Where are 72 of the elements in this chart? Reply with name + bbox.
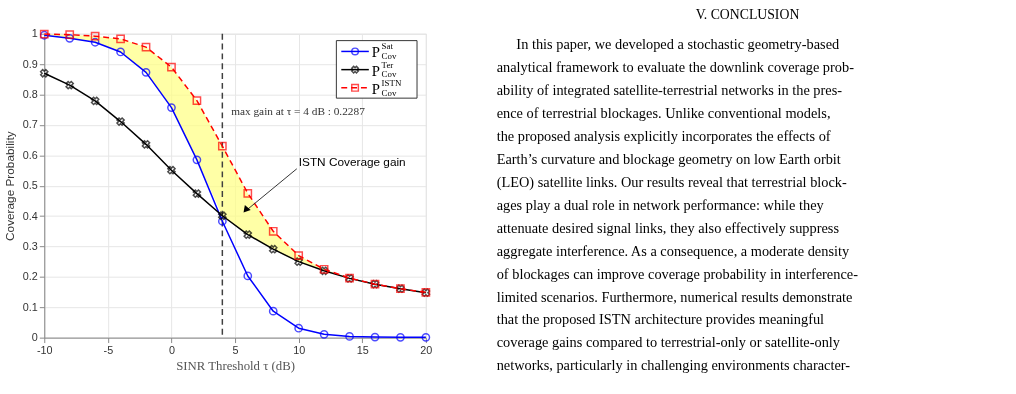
point bbox=[421, 332, 431, 342]
text: that the proposed ISTN architecture provides meaningful bbox=[496, 311, 825, 328]
text: ages play a dual role in network performance: while they bbox=[496, 196, 825, 213]
point bbox=[243, 230, 253, 239]
text: In this paper, we developed a stochastic geometry-based bbox=[516, 36, 840, 53]
y-tick-label: 0.6 bbox=[22, 148, 38, 161]
point bbox=[141, 140, 151, 149]
text: analytical framework to evaluate the downlink coverage prob- bbox=[496, 59, 855, 76]
x-tick-label: 20 bbox=[420, 343, 433, 356]
text: limited scenarios. Furthermore, numerical results demonstrate bbox=[496, 288, 853, 305]
x-tick-label: 0 bbox=[168, 343, 175, 356]
point bbox=[192, 155, 202, 165]
x-tick-label: 10 bbox=[293, 343, 306, 356]
text: V. CONCLUSION bbox=[695, 6, 800, 22]
text: ence of terrestrial blockages. Unlike conventional models, bbox=[496, 105, 831, 122]
y-tick-label: 0.7 bbox=[22, 118, 38, 131]
point bbox=[65, 80, 75, 90]
point bbox=[294, 257, 304, 267]
y-tick-label: 0.1 bbox=[22, 300, 38, 313]
text: the proposed analysis explicitly incorporates the effects of bbox=[496, 128, 831, 145]
point bbox=[167, 103, 176, 112]
text: coverage gains compared to terrestrial-only or satellite-only bbox=[496, 334, 841, 351]
x-axis-title: SINR Threshold τ (dB) bbox=[176, 358, 295, 373]
text: networks, particularly in challenging environments character- bbox=[496, 357, 851, 374]
y-tick-label: 0.8 bbox=[22, 87, 38, 100]
point bbox=[116, 47, 125, 57]
y-tick-label: 0.9 bbox=[22, 57, 38, 70]
point bbox=[268, 244, 278, 254]
point bbox=[39, 68, 49, 78]
point bbox=[141, 42, 151, 52]
y-tick-label: 0.4 bbox=[22, 209, 38, 222]
point bbox=[396, 332, 405, 342]
point bbox=[243, 188, 253, 198]
text: (LEO) satellite links. Our results reveal that terrestrial block- bbox=[496, 173, 848, 191]
point bbox=[141, 67, 151, 77]
text: Earth’s curvature and blockage geometry on low Earth orbit bbox=[496, 151, 841, 168]
point bbox=[268, 306, 278, 316]
point bbox=[116, 34, 125, 44]
point bbox=[319, 329, 329, 339]
point bbox=[217, 141, 227, 151]
point bbox=[116, 117, 125, 126]
x-tick-label: 5 bbox=[232, 343, 239, 356]
point bbox=[294, 323, 304, 333]
point bbox=[90, 31, 100, 41]
y-tick-label: 0.2 bbox=[22, 270, 38, 283]
point bbox=[268, 226, 278, 236]
point bbox=[167, 165, 176, 175]
x-tick-label: -10 bbox=[36, 343, 53, 356]
text: ability of integrated satellite-terrestrial networks in the pres- bbox=[496, 82, 843, 99]
point bbox=[192, 96, 202, 105]
point bbox=[345, 332, 354, 341]
y-tick-label: 0.5 bbox=[22, 179, 38, 192]
point bbox=[192, 189, 202, 198]
point bbox=[218, 211, 227, 221]
point bbox=[370, 332, 380, 342]
text: of blockages can improve coverage probability in interference- bbox=[496, 265, 859, 282]
point bbox=[90, 96, 100, 106]
x-tick-label: 15 bbox=[356, 343, 369, 356]
point bbox=[243, 271, 253, 281]
point bbox=[217, 216, 227, 226]
text: aggregate interference. As a consequence, a moderate density bbox=[496, 242, 850, 259]
annotation: ISTN Coverage gain bbox=[298, 154, 406, 169]
y-tick-label: 0 bbox=[31, 331, 38, 344]
y-tick-label: 1 bbox=[31, 27, 38, 40]
x-tick-label: -5 bbox=[103, 343, 114, 356]
y-axis-title: Coverage Probability bbox=[2, 131, 17, 241]
text: attenuate desired signal links, they also effectively suppress bbox=[496, 219, 840, 236]
point bbox=[90, 37, 100, 47]
y-tick-label: 0.3 bbox=[22, 239, 38, 252]
point bbox=[167, 62, 176, 72]
annotation: max gain at τ = 4 dB : 0.2287 bbox=[231, 105, 366, 118]
point bbox=[294, 251, 304, 260]
